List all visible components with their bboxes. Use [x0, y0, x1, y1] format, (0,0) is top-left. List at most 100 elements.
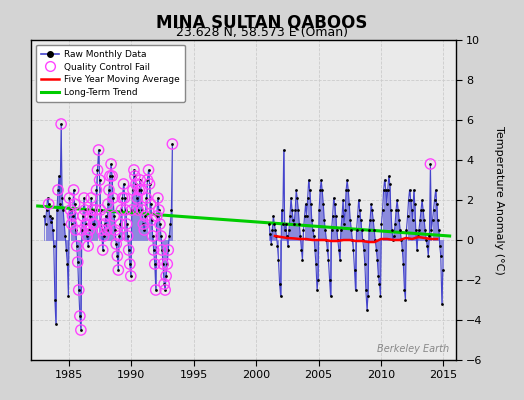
Point [157, 233, 165, 239]
Point [429, 207, 438, 213]
Point [160, 281, 168, 287]
Point [358, 237, 367, 243]
Point [54, 187, 62, 193]
Point [107, 161, 115, 167]
Point [143, 177, 151, 183]
Point [349, 247, 357, 253]
Point [40, 213, 49, 219]
Point [78, 227, 86, 233]
Point [421, 227, 429, 233]
Point [340, 221, 348, 227]
Point [159, 261, 167, 267]
Point [439, 267, 447, 273]
Point [289, 217, 297, 223]
Point [126, 261, 134, 267]
Point [364, 293, 372, 299]
Point [111, 227, 119, 233]
Point [100, 233, 108, 239]
Point [308, 217, 316, 223]
Point [351, 267, 359, 273]
Point [145, 181, 154, 187]
Point [424, 253, 432, 259]
Point [80, 195, 88, 201]
Point [352, 227, 361, 233]
Point [412, 227, 420, 233]
Point [78, 227, 86, 233]
Point [365, 227, 373, 233]
Point [279, 221, 287, 227]
Point [425, 233, 433, 239]
Point [295, 221, 303, 227]
Point [145, 181, 154, 187]
Point [85, 227, 93, 233]
Point [96, 207, 105, 213]
Point [359, 247, 368, 253]
Point [314, 277, 322, 283]
Point [81, 207, 89, 213]
Point [388, 227, 396, 233]
Point [158, 247, 166, 253]
Point [343, 177, 351, 183]
Point [99, 247, 107, 253]
Point [160, 281, 168, 287]
Point [161, 287, 169, 293]
Point [271, 227, 280, 233]
Point [77, 327, 85, 333]
Point [282, 221, 290, 227]
Point [105, 187, 113, 193]
Point [94, 147, 103, 153]
Point [61, 233, 70, 239]
Point [133, 195, 141, 201]
Point [341, 207, 350, 213]
Point [377, 221, 386, 227]
Point [319, 201, 328, 207]
Point [122, 207, 130, 213]
Point [119, 181, 128, 187]
Point [300, 213, 309, 219]
Point [162, 273, 170, 279]
Point [139, 221, 147, 227]
Point [374, 273, 383, 279]
Point [86, 213, 94, 219]
Point [375, 281, 384, 287]
Point [75, 313, 84, 319]
Point [347, 227, 356, 233]
Point [330, 195, 338, 201]
Point [84, 243, 92, 249]
Point [112, 241, 121, 247]
Point [97, 227, 106, 233]
Point [345, 201, 354, 207]
Point [344, 187, 353, 193]
Point [138, 207, 147, 213]
Point [287, 195, 295, 201]
Point [62, 247, 70, 253]
Point [116, 221, 125, 227]
Point [285, 227, 293, 233]
Point [129, 187, 137, 193]
Point [346, 217, 354, 223]
Point [394, 207, 402, 213]
Point [301, 201, 310, 207]
Point [389, 237, 397, 243]
Point [407, 197, 415, 203]
Point [132, 181, 140, 187]
Point [269, 213, 278, 219]
Point [71, 227, 80, 233]
Point [67, 207, 75, 213]
Point [64, 293, 73, 299]
Point [67, 221, 75, 227]
Point [146, 201, 155, 207]
Point [147, 217, 156, 223]
Point [128, 207, 136, 213]
Point [110, 213, 118, 219]
Point [72, 243, 81, 249]
Point [435, 243, 444, 249]
Point [115, 233, 124, 239]
Point [436, 253, 445, 259]
Point [280, 227, 289, 233]
Point [70, 201, 79, 207]
Point [164, 247, 172, 253]
Point [147, 217, 156, 223]
Point [168, 141, 177, 147]
Point [337, 227, 345, 233]
